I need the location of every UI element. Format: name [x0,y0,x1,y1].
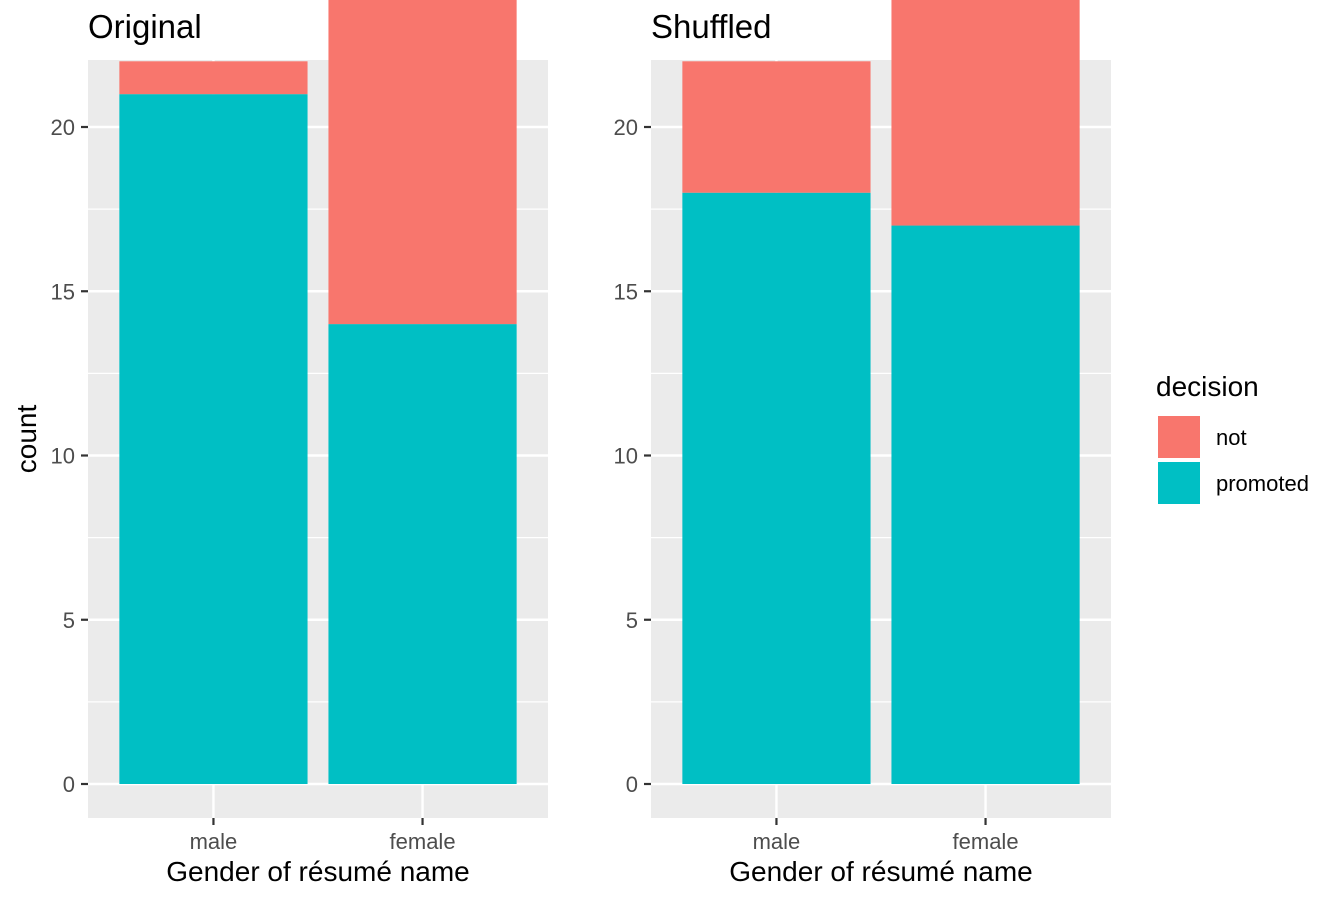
x-tick-label: female [390,829,456,854]
bar-promoted-male [682,192,871,784]
bar-promoted-female [891,225,1080,785]
bar-promoted-male [119,94,308,784]
x-tick-label: female [953,829,1019,854]
y-tick-label: 10 [51,444,75,469]
panel-title: Original [88,8,202,45]
y-tick-label: 10 [614,444,638,469]
x-tick-label: male [190,829,238,854]
chart-panel-1: 0 5 10 15 20 male female Shuffled Gender of résu… [614,0,1111,887]
y-tick-label: 20 [51,115,75,140]
legend-title: decision [1156,371,1259,402]
bar-promoted-female [328,324,517,784]
chart-panels: 0 5 10 15 20 male female Original Gender of résu… [11,0,1111,887]
bar-not-male [682,61,871,193]
y-tick-label: 5 [63,608,75,633]
y-tick-label: 0 [626,772,638,797]
y-tick-label: 0 [63,772,75,797]
x-tick-label: male [753,829,801,854]
panel-title: Shuffled [651,8,772,45]
y-tick-label: 5 [626,608,638,633]
legend-label-not: not [1216,425,1247,450]
y-axis-title: count [11,405,42,474]
legend-label-promoted: promoted [1216,471,1309,496]
y-tick-label: 15 [51,279,75,304]
legend-key-promoted [1158,462,1200,504]
legend: decision not promoted [1156,371,1309,504]
y-tick-label: 15 [614,279,638,304]
x-axis-title: Gender of résumé name [166,856,470,887]
x-axis-title: Gender of résumé name [729,856,1033,887]
y-tick-label: 20 [614,115,638,140]
bar-not-female [891,0,1080,226]
legend-key-not [1158,416,1200,458]
bar-not-male [119,61,308,95]
chart-panel-0: 0 5 10 15 20 male female Original Gender of résu… [11,0,548,887]
bar-not-female [328,0,517,325]
